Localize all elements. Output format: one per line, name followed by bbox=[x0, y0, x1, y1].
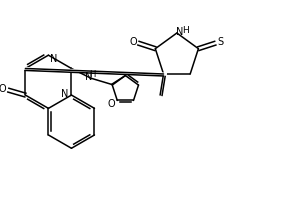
Text: S: S bbox=[218, 37, 224, 47]
Text: H: H bbox=[90, 70, 96, 79]
Text: O: O bbox=[0, 84, 7, 94]
Text: N: N bbox=[50, 54, 57, 64]
Text: O: O bbox=[129, 37, 136, 47]
Text: N: N bbox=[85, 72, 93, 82]
Text: H: H bbox=[182, 26, 189, 35]
Text: O: O bbox=[108, 99, 115, 109]
Text: N: N bbox=[176, 27, 184, 37]
Text: N: N bbox=[61, 89, 68, 99]
